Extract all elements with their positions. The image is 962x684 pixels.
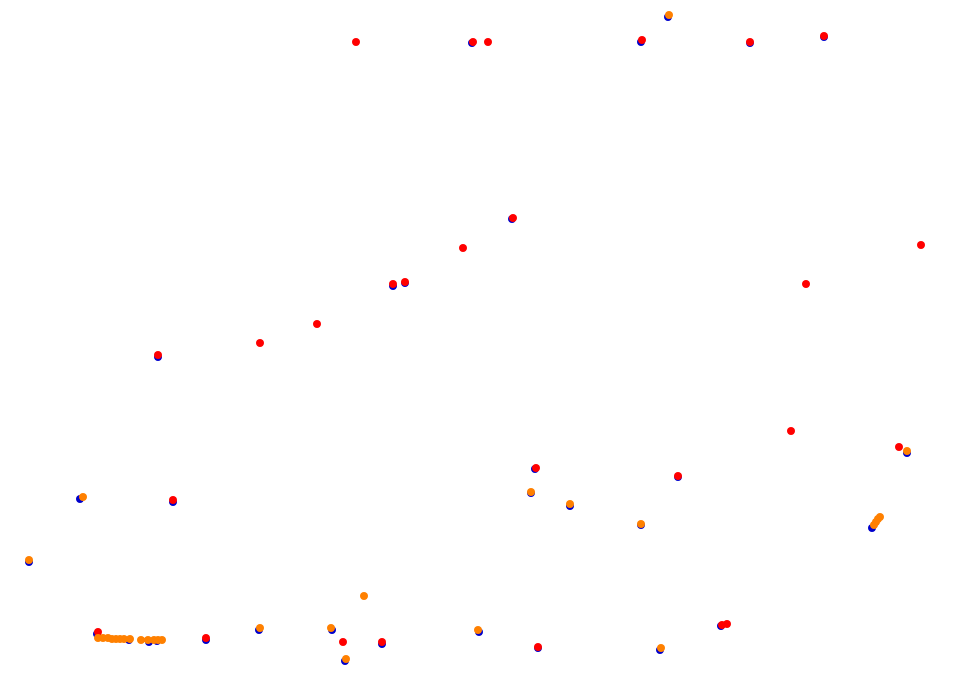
scatter-point-s2-9	[876, 513, 884, 521]
scatter-point-s1-17	[532, 464, 540, 472]
scatter-point-s1-2	[484, 38, 492, 46]
scatter-point-s2-1	[903, 447, 911, 455]
scatter-point-s1-15	[787, 427, 795, 435]
scatter-point-s2-24	[158, 636, 166, 644]
scatter-point-s2-26	[327, 624, 335, 632]
scatter-point-s1-24	[534, 643, 542, 651]
scatter-point-s2-10	[25, 556, 33, 564]
scatter-point-s1-23	[378, 638, 386, 646]
scatter-point-s2-25	[256, 624, 264, 632]
scatter-point-s1-0	[352, 38, 360, 46]
scatter-point-s1-9	[802, 280, 810, 288]
scatter-point-s2-20	[137, 636, 145, 644]
scatter-point-s1-6	[509, 214, 517, 222]
scatter-point-s1-12	[313, 320, 321, 328]
scatter-point-s1-26	[718, 621, 726, 629]
data-points	[25, 11, 925, 665]
scatter-point-s2-4	[566, 500, 574, 508]
scatter-point-s2-5	[637, 520, 645, 528]
scatter-point-s1-20	[94, 628, 102, 636]
scatter-point-s1-8	[917, 241, 925, 249]
scatter-point-s2-19	[126, 635, 134, 643]
scatter-point-s2-3	[527, 488, 535, 496]
scatter-point-s2-0	[665, 11, 673, 19]
scatter-point-s2-11	[360, 592, 368, 600]
scatter-point-s1-3	[638, 36, 646, 44]
scatter-point-s1-1	[469, 38, 477, 46]
scatter-point-s1-4	[746, 38, 754, 46]
scatter-point-s1-10	[389, 280, 397, 288]
scatter-point-s1-13	[256, 339, 264, 347]
scatter-point-s2-29	[657, 644, 665, 652]
scatter-point-s1-5	[820, 32, 828, 40]
scatter-point-s1-22	[339, 638, 347, 646]
scatter-point-s1-7	[459, 244, 467, 252]
scatter-point-s1-18	[674, 472, 682, 480]
scatter-point-s2-2	[79, 493, 87, 501]
scatter-point-s1-19	[169, 496, 177, 504]
scatter-point-s1-21	[202, 634, 210, 642]
scatter-point-s1-11	[401, 278, 409, 286]
scatter-point-s1-14	[154, 351, 162, 359]
scatter-point-s1-16	[895, 443, 903, 451]
scatter-point-s2-21	[144, 636, 152, 644]
scatter-point-s2-28	[474, 626, 482, 634]
scatter-point-s2-18	[120, 635, 128, 643]
scatter-point-s2-27	[342, 655, 350, 663]
